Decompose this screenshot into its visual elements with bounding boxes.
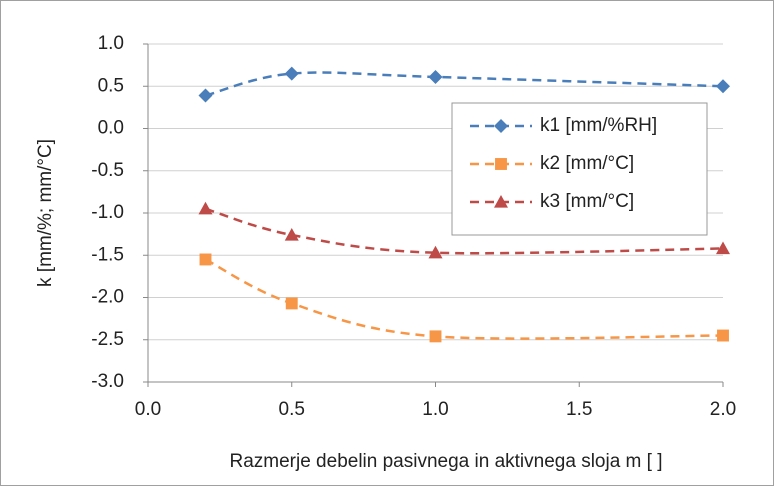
marker: [198, 201, 213, 215]
marker: [716, 241, 730, 255]
marker: [284, 66, 299, 81]
y-tick-label: -1.0: [91, 202, 124, 223]
x-axis-label: Razmerje debelin pasivnega in aktivnega …: [229, 451, 662, 472]
y-tick-label: -2.5: [91, 329, 124, 350]
y-tick-label: 0.0: [98, 118, 124, 139]
x-tick-label: 2.0: [710, 399, 736, 420]
marker: [429, 330, 442, 343]
y-tick-label: -0.5: [91, 160, 124, 181]
marker: [428, 69, 443, 84]
y-tick-label: 0.5: [98, 75, 124, 96]
series-line: [205, 71, 724, 97]
y-tick-label: -2.0: [91, 287, 124, 308]
marker: [199, 253, 212, 266]
series-line: [204, 258, 724, 340]
marker: [495, 158, 507, 170]
marker: [285, 297, 298, 310]
legend-label: k3 [mm/°C]: [540, 191, 634, 212]
x-tick-label: 1.5: [566, 399, 592, 420]
y-tick-label: -3.0: [91, 371, 124, 392]
legend-label: k2 [mm/°C]: [540, 153, 634, 174]
marker: [198, 88, 213, 103]
x-tick-label: 1.0: [422, 399, 448, 420]
y-tick-label: -1.5: [91, 244, 124, 265]
marker: [284, 227, 299, 241]
series-line: [205, 207, 724, 255]
legend-label: k1 [mm/%RH]: [540, 115, 657, 136]
marker: [716, 79, 730, 94]
marker: [494, 195, 508, 208]
y-tick-label: 1.0: [98, 33, 124, 54]
marker: [717, 329, 729, 342]
x-tick-label: 0.5: [279, 399, 305, 420]
legend-box: [451, 102, 708, 236]
marker: [494, 119, 508, 133]
x-tick-label: 0.0: [135, 399, 161, 420]
y-axis-label: k [mm/%; mm/°C]: [35, 139, 56, 287]
marker: [428, 245, 443, 259]
